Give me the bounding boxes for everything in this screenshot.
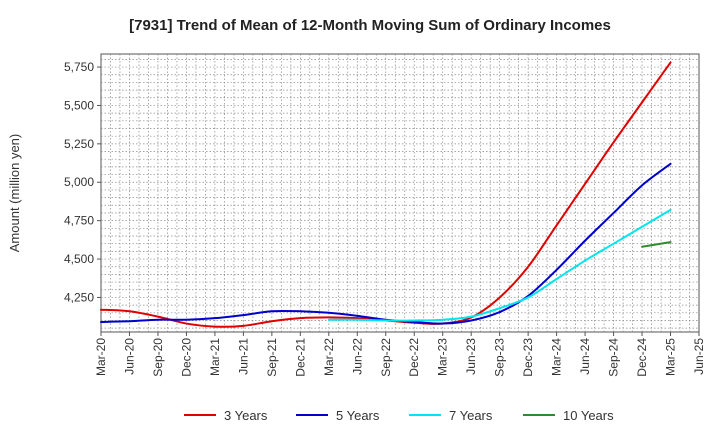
x-tick-label: Dec-21 — [293, 338, 307, 377]
legend: 3 Years 5 Years 7 Years 10 Years — [184, 408, 614, 423]
series-lines — [100, 61, 672, 328]
x-tick-label: Dec-22 — [407, 338, 421, 377]
plot-area — [100, 53, 700, 333]
y-tick-label: 5,500 — [64, 98, 94, 112]
x-axis-ticks: Mar-20 Jun-20 Sep-20 Dec-20 Mar-21 Jun-21 Sep-… — [94, 332, 706, 377]
x-tick-label: Jun-21 — [236, 338, 250, 375]
y-axis-ticks: 4,250 4,500 4,750 5,000 5,250 5,500 5,750 — [64, 60, 101, 304]
series-line-7-years — [327, 208, 672, 322]
x-tick-label: Sep-20 — [151, 338, 165, 377]
y-tick-label: 4,250 — [64, 290, 94, 304]
y-tick-label: 5,000 — [64, 175, 94, 189]
grid — [101, 54, 699, 332]
legend-label-7-years: 7 Years — [449, 408, 493, 423]
x-tick-label: Dec-23 — [521, 338, 535, 377]
x-tick-label: Jun-23 — [464, 338, 478, 375]
x-tick-label: Jun-22 — [350, 338, 364, 375]
x-tick-label: Dec-24 — [635, 338, 649, 377]
chart-title: [7931] Trend of Mean of 12-Month Moving … — [129, 17, 611, 34]
x-tick-label: Mar-23 — [436, 338, 450, 376]
x-tick-label: Jun-24 — [578, 338, 592, 375]
y-tick-label: 5,750 — [64, 60, 94, 74]
x-tick-label: Mar-21 — [208, 338, 222, 376]
y-axis-label: Amount (million yen) — [7, 134, 22, 253]
x-tick-label: Mar-25 — [664, 338, 678, 376]
x-tick-label: Jun-25 — [692, 338, 706, 375]
y-tick-label: 4,750 — [64, 214, 94, 228]
x-tick-label: Dec-20 — [179, 338, 193, 377]
x-tick-label: Sep-21 — [265, 338, 279, 377]
x-tick-label: Jun-20 — [122, 338, 136, 375]
x-tick-label: Mar-24 — [550, 338, 564, 376]
x-tick-label: Mar-22 — [322, 338, 336, 376]
x-tick-label: Mar-20 — [94, 338, 108, 376]
legend-label-5-years: 5 Years — [336, 408, 380, 423]
legend-label-3-years: 3 Years — [224, 408, 268, 423]
legend-label-10-years: 10 Years — [563, 408, 614, 423]
x-tick-label: Sep-24 — [607, 338, 621, 377]
x-tick-label: Sep-23 — [493, 338, 507, 377]
x-tick-label: Sep-22 — [379, 338, 393, 377]
series-line-10-years — [641, 241, 672, 248]
y-tick-label: 5,250 — [64, 137, 94, 151]
y-tick-label: 4,500 — [64, 252, 94, 266]
